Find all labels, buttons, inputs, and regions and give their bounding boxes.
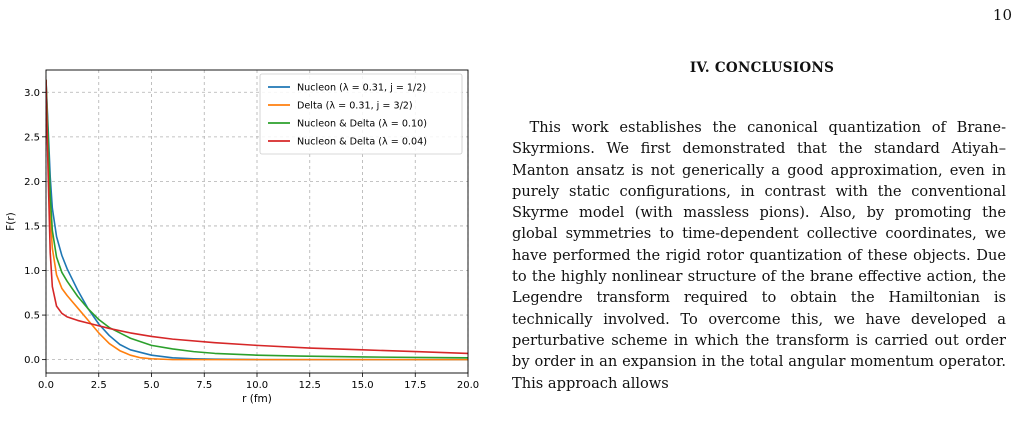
x-tick-label: 17.5 xyxy=(404,380,426,391)
profile-function-chart: 0.0 2.5 5.0 7.5 10.0 12.5 15.0 17.5 20.0 0.0 0.5 1.… xyxy=(5,69,479,405)
x-axis-label: r (fm) xyxy=(242,393,272,405)
section-heading: IV. CONCLUSIONS xyxy=(689,60,835,76)
series-line-3 xyxy=(46,79,468,359)
series-line-4 xyxy=(46,79,468,355)
x-tick-label: 15.0 xyxy=(351,380,373,391)
x-tick-label: 10.0 xyxy=(246,380,268,391)
y-tick-label: 1.5 xyxy=(24,221,40,232)
x-tick-label: 5.0 xyxy=(144,380,160,391)
y-tick-label: 3.0 xyxy=(24,88,40,99)
y-tick-label: 2.5 xyxy=(24,132,40,143)
legend-label-4: Nucleon & Delta (λ = 0.04) xyxy=(297,137,427,148)
y-tick-label: 0.5 xyxy=(24,311,40,322)
x-tick-label: 7.5 xyxy=(196,380,212,391)
y-tick-label: 1.0 xyxy=(24,266,40,277)
conclusions-paragraph: This work establishes the canonical quan… xyxy=(512,119,1006,392)
legend-box xyxy=(259,73,463,155)
legend-label-3: Nucleon & Delta (λ = 0.10) xyxy=(297,119,427,130)
series-line-2 xyxy=(46,79,468,361)
page-number: 10 xyxy=(992,6,1012,24)
x-tick-label: 20.0 xyxy=(457,380,479,391)
legend-label-2: Delta (λ = 0.31, j = 3/2) xyxy=(297,101,413,112)
x-tick-label: 2.5 xyxy=(91,380,107,391)
chart-legend: Nucleon (λ = 0.31, j = 1/2) Delta (λ = 0.… xyxy=(259,73,463,155)
y-tick-label: 2.0 xyxy=(24,177,40,188)
x-tick-label: 12.5 xyxy=(299,380,321,391)
y-axis-label: F(r) xyxy=(5,212,17,231)
x-tick-label: 0.0 xyxy=(38,380,54,391)
y-tick-label: 0.0 xyxy=(24,355,40,366)
legend-label-1: Nucleon (λ = 0.31, j = 1/2) xyxy=(297,83,426,94)
